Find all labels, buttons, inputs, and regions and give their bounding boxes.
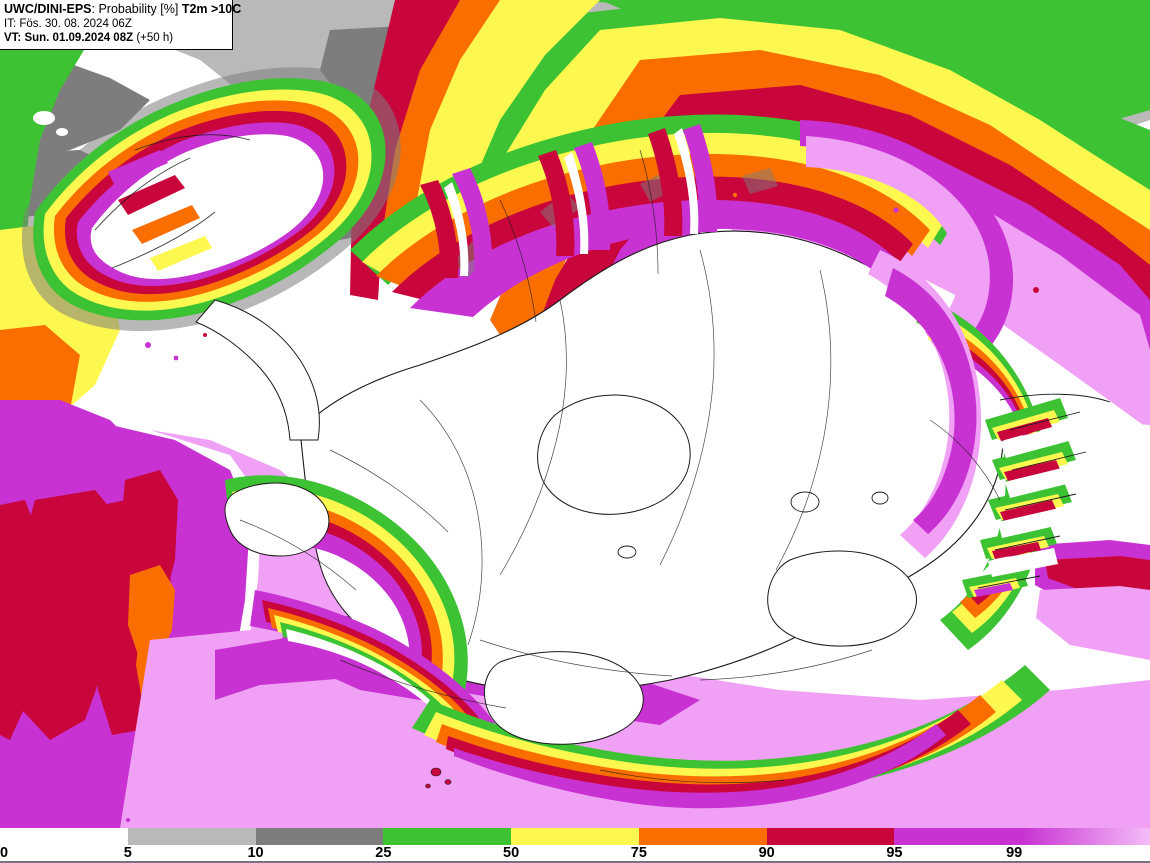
colorbar-tick-99: 99 <box>1006 845 1023 861</box>
colorbar-tick-95: 95 <box>886 845 903 861</box>
colorbar-segment-light-pink <box>1022 828 1150 845</box>
title-line-model: UWC/DINI-EPS: Probability [%] T2m >10C <box>4 2 241 17</box>
colorbar-segment-light-gray <box>127 828 256 845</box>
map-title-box: UWC/DINI-EPS: Probability [%] T2m >10C I… <box>0 0 241 50</box>
title-line-init: IT: Fös. 30. 08. 2024 06Z <box>4 18 228 31</box>
init-time: Fös. 30. 08. 2024 06Z <box>16 17 132 30</box>
colorbar-strip <box>0 828 1150 845</box>
title-line-valid: VT: Sun. 01.09.2024 08Z (+50 h) <box>4 32 228 45</box>
colorbar-tick-5: 5 <box>123 845 132 861</box>
colorbar-legend: 0 5 10 25 50 75 90 95 99 <box>0 828 1150 863</box>
init-label: IT: <box>4 17 17 30</box>
valid-label: VT: <box>4 32 22 45</box>
probability-map <box>0 0 1150 828</box>
colorbar-tick-75: 75 <box>630 845 647 861</box>
parameter-label: T2m >10C <box>181 2 242 16</box>
colorbar-segment-white <box>0 828 128 845</box>
product-label: : Probability [%] <box>91 2 182 16</box>
valid-time: Sun. 01.09.2024 08Z <box>21 32 134 45</box>
colorbar-segment-orange <box>638 828 767 845</box>
colorbar-segment-yellow <box>511 828 639 845</box>
colorbar-tick-90: 90 <box>758 845 775 861</box>
colorbar-segment-dark-gray <box>255 828 384 845</box>
colorbar-tick-25: 25 <box>375 845 392 861</box>
colorbar-ticks: 0 5 10 25 50 75 90 95 99 <box>0 845 1150 863</box>
colorbar-tick-10: 10 <box>247 845 264 861</box>
lead-time: (+50 h) <box>133 32 174 45</box>
colorbar-segment-green <box>383 828 512 845</box>
model-name: UWC/DINI-EPS <box>4 2 92 16</box>
colorbar-baseline <box>0 861 1150 863</box>
map-canvas[interactable]: UWC/DINI-EPS: Probability [%] T2m >10C I… <box>0 0 1150 828</box>
colorbar-tick-50: 50 <box>503 845 520 861</box>
colorbar-tick-0: 0 <box>0 845 9 861</box>
colorbar-segment-crimson <box>766 828 895 845</box>
colorbar-segment-magenta <box>894 828 1023 845</box>
